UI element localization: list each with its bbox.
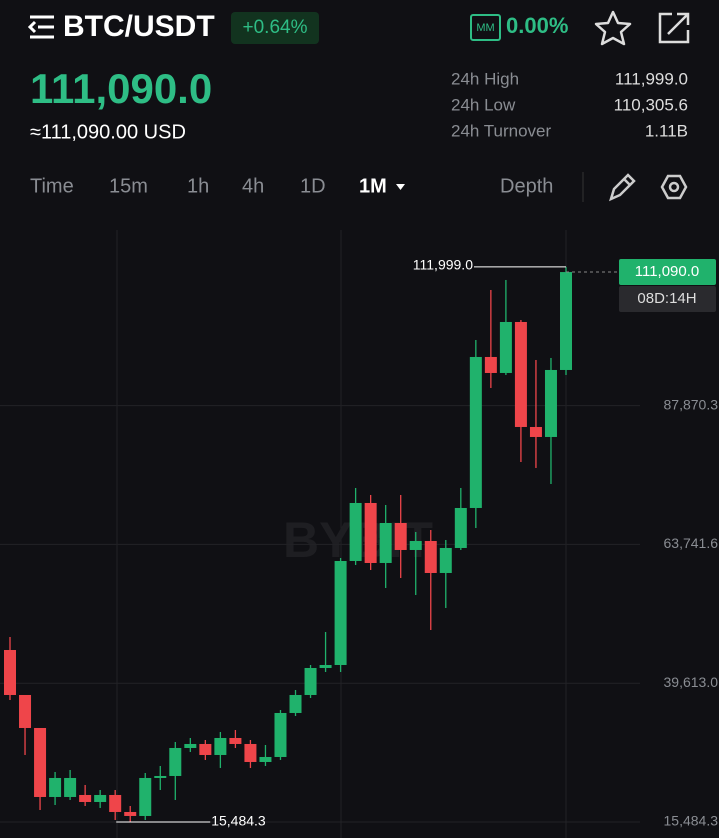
candle-body bbox=[544, 369, 557, 437]
candle-body bbox=[469, 356, 482, 508]
candle-body bbox=[169, 747, 182, 776]
candle-body bbox=[454, 507, 467, 548]
mm-icon bbox=[470, 14, 501, 41]
depth-tab[interactable]: Depth bbox=[500, 175, 553, 197]
candle-body bbox=[244, 743, 257, 762]
candle-body bbox=[4, 649, 16, 695]
stat-label: 24h Low bbox=[451, 95, 516, 114]
candle-body bbox=[304, 667, 317, 695]
max-marker-label: 111,999.0 bbox=[413, 257, 473, 273]
y-tick-label: 39,613.0 bbox=[664, 674, 719, 690]
stat-value: 111,999.0 bbox=[615, 69, 688, 88]
last-price: 111,090.0 bbox=[30, 65, 212, 112]
stat-value: 110,305.6 bbox=[614, 95, 688, 114]
candle-body bbox=[424, 540, 437, 573]
favorite-icon[interactable] bbox=[594, 10, 632, 46]
timeframe-tab[interactable]: 1D bbox=[300, 175, 326, 197]
candle-body bbox=[319, 664, 332, 668]
candle-body bbox=[289, 694, 302, 713]
candle-body bbox=[34, 727, 47, 797]
last-price-tag bbox=[619, 259, 716, 286]
y-tick-label: 87,870.3 bbox=[664, 396, 719, 412]
timeframe-tab[interactable]: 15m bbox=[109, 175, 148, 197]
candle-body bbox=[184, 743, 197, 748]
candle-body bbox=[364, 502, 377, 563]
stat-label: 24h High bbox=[451, 69, 519, 88]
candle-body bbox=[349, 502, 362, 561]
timeframe-tab-active[interactable]: 1M bbox=[359, 175, 387, 197]
candle-body bbox=[514, 321, 527, 427]
settings-icon[interactable] bbox=[660, 174, 688, 200]
candle-body bbox=[409, 540, 422, 550]
draw-icon[interactable] bbox=[609, 173, 636, 202]
candle-body bbox=[334, 560, 347, 665]
y-tick-label: 15,484.3 bbox=[664, 813, 719, 829]
candle-body bbox=[560, 272, 572, 370]
pair[interactable]: BTC/USDT bbox=[63, 10, 215, 43]
candle-body bbox=[274, 712, 287, 757]
timeframe-tab[interactable]: 1h bbox=[187, 175, 209, 197]
stat-label: 24h Turnover bbox=[451, 121, 552, 140]
candle-body bbox=[229, 737, 242, 744]
candle-body bbox=[379, 522, 392, 563]
candle-body bbox=[49, 777, 62, 797]
countdown-tag bbox=[619, 286, 716, 313]
open-external-icon[interactable] bbox=[658, 12, 690, 44]
candle-body bbox=[484, 356, 497, 373]
candle-body bbox=[199, 743, 212, 755]
candle-body bbox=[139, 777, 152, 816]
candle-body bbox=[259, 756, 272, 762]
candle-body bbox=[154, 775, 167, 778]
last-price-label: 111,090.0 bbox=[635, 263, 700, 280]
menu-icon[interactable] bbox=[27, 15, 54, 39]
candle-body bbox=[109, 794, 122, 812]
change-badge bbox=[231, 12, 319, 44]
y-tick-label: 63,741.6 bbox=[664, 535, 719, 551]
candle-body bbox=[94, 794, 107, 802]
dropdown-arrow bbox=[396, 184, 405, 190]
candle-body bbox=[394, 522, 407, 550]
candle-body bbox=[214, 737, 227, 755]
timeframe-tab[interactable]: 4h bbox=[242, 175, 264, 197]
mm-icon-text: MM bbox=[476, 22, 494, 34]
candle-body bbox=[64, 777, 77, 797]
candle-body bbox=[19, 694, 32, 728]
stat-value: 1.11B bbox=[645, 121, 688, 140]
countdown: 08D:14H bbox=[637, 290, 696, 307]
timeframe-tab[interactable]: Time bbox=[30, 175, 74, 197]
candle-body bbox=[499, 321, 512, 373]
usd-price: ≈111,090.00 USD bbox=[30, 121, 186, 143]
min-marker-label: 15,484.3 bbox=[211, 813, 266, 829]
candle-body bbox=[529, 426, 542, 437]
candle-body bbox=[79, 794, 92, 802]
candle-body bbox=[439, 547, 452, 573]
change: +0.64% bbox=[243, 17, 308, 38]
candle-body bbox=[124, 811, 137, 816]
mm-rate: 0.00% bbox=[506, 13, 568, 38]
